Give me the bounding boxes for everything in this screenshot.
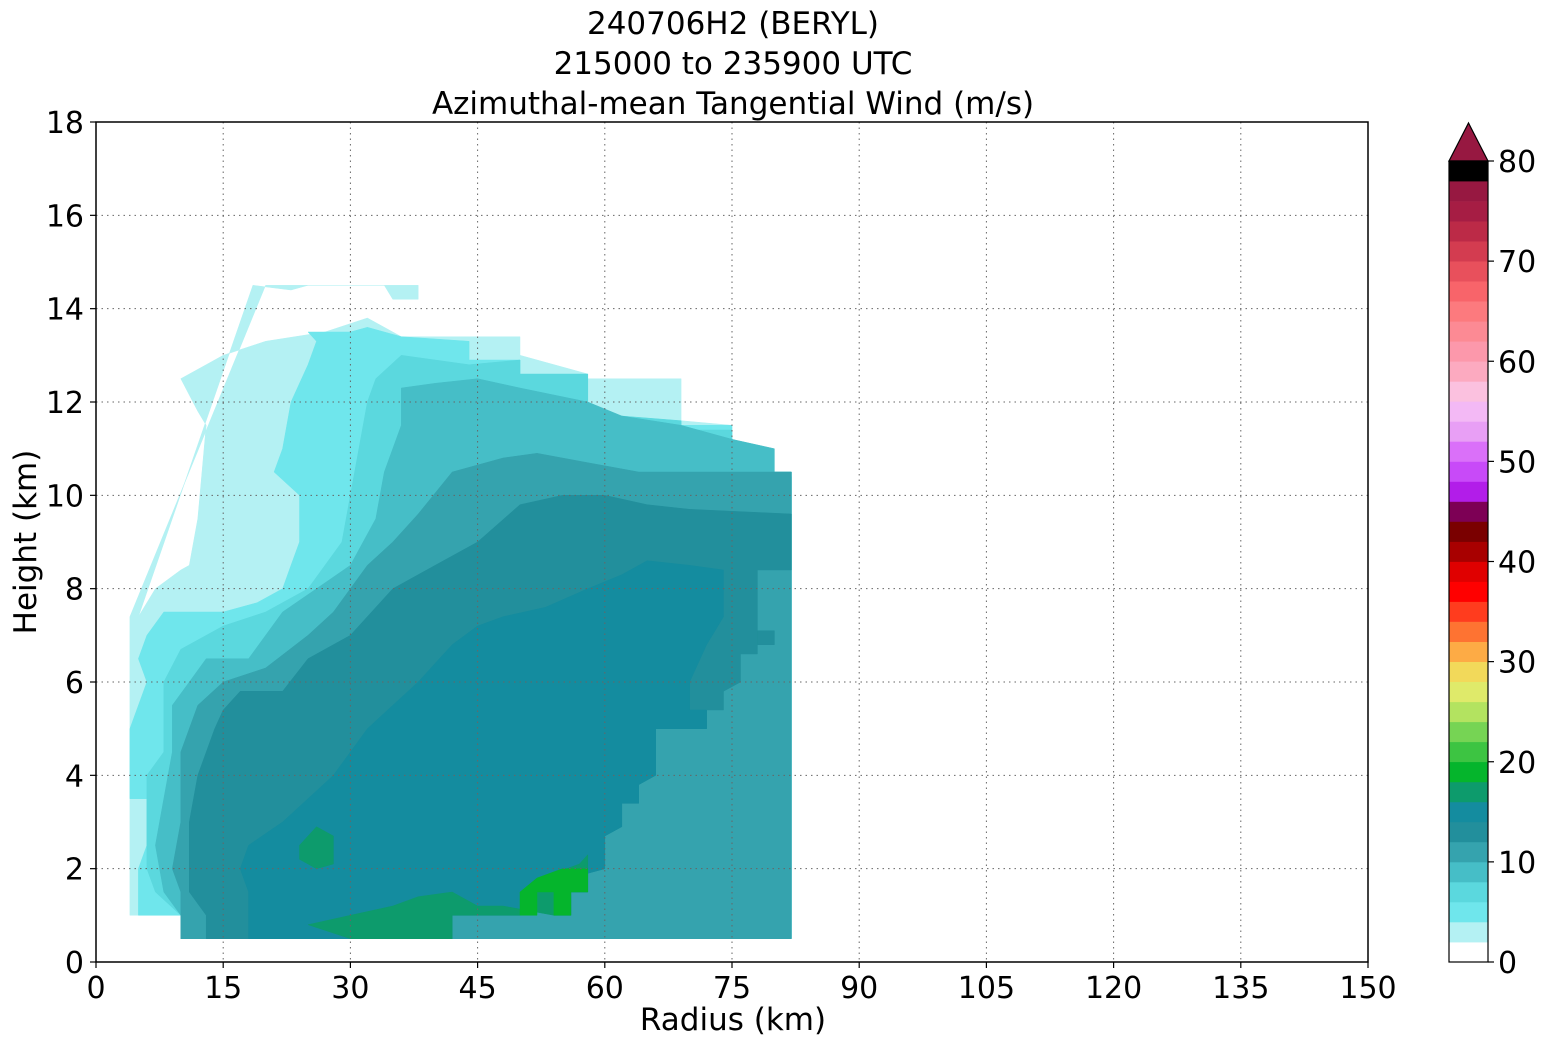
colorbar-segment-48 bbox=[1449, 461, 1488, 482]
colorbar-tick-label-10: 10 bbox=[1498, 846, 1536, 881]
colorbar-segment-20 bbox=[1449, 741, 1488, 763]
contour-fill-16-8 bbox=[299, 826, 334, 869]
colorbar-segment-38 bbox=[1449, 561, 1488, 582]
y-tick-label-14: 14 bbox=[46, 293, 84, 328]
x-tick-label-45: 45 bbox=[459, 971, 497, 1006]
x-tick-label-120: 120 bbox=[1085, 971, 1142, 1006]
colorbar-segment-4 bbox=[1449, 901, 1488, 923]
y-tick-label-18: 18 bbox=[46, 106, 84, 141]
colorbar-segment-24 bbox=[1449, 701, 1488, 723]
colorbar-segment-56 bbox=[1449, 381, 1488, 402]
colorbar-segment-44 bbox=[1449, 501, 1488, 522]
y-tick-label-4: 4 bbox=[65, 759, 84, 794]
colorbar-segment-2 bbox=[1449, 922, 1488, 943]
colorbar-segment-32 bbox=[1449, 621, 1488, 642]
x-tick-label-90: 90 bbox=[840, 971, 878, 1006]
y-tick-label-16: 16 bbox=[46, 199, 84, 234]
colorbar-segment-58 bbox=[1449, 361, 1488, 382]
colorbar-segment-16 bbox=[1449, 781, 1488, 803]
colorbar-tick-label-80: 80 bbox=[1498, 145, 1536, 180]
colorbar-segment-62 bbox=[1449, 321, 1488, 342]
colorbar-tick-label-20: 20 bbox=[1498, 746, 1536, 781]
colorbar-segment-28 bbox=[1449, 661, 1488, 682]
colorbar-segment-30 bbox=[1449, 641, 1488, 662]
x-tick-label-135: 135 bbox=[1212, 971, 1269, 1006]
colorbar-segment-76 bbox=[1449, 181, 1488, 202]
colorbar-tick-label-30: 30 bbox=[1498, 646, 1536, 681]
x-axis-label: Radius (km) bbox=[640, 1002, 826, 1038]
x-tick-label-75: 75 bbox=[713, 971, 751, 1006]
x-tick-label-105: 105 bbox=[958, 971, 1015, 1006]
colorbar-segment-74 bbox=[1449, 201, 1488, 222]
plot-area: 0 15 30 45 60 75 90 105 120 135 150 0 2 4 6 8 10 12 14 16 1… bbox=[46, 106, 1397, 1006]
colorbar-segment-46 bbox=[1449, 481, 1488, 502]
colorbar-segment-26 bbox=[1449, 681, 1488, 703]
x-tick-label-30: 30 bbox=[331, 971, 369, 1006]
colorbar-segment-0 bbox=[1449, 942, 1488, 963]
contour-fills bbox=[129, 285, 792, 939]
colorbar-segments bbox=[1448, 121, 1489, 963]
y-tick-label-10: 10 bbox=[46, 479, 84, 514]
x-tick-label-60: 60 bbox=[586, 971, 624, 1006]
colorbar-segment-64 bbox=[1449, 301, 1488, 322]
colorbar-tick-label-60: 60 bbox=[1498, 345, 1536, 380]
y-tick-label-8: 8 bbox=[65, 573, 84, 608]
colorbar-segment-54 bbox=[1449, 401, 1488, 422]
colorbar-tick-label-50: 50 bbox=[1498, 445, 1536, 480]
colorbar-segment-10 bbox=[1449, 841, 1488, 863]
colorbar-segment-34 bbox=[1449, 601, 1488, 622]
y-axis-label: Height (km) bbox=[8, 450, 44, 635]
colorbar-tick-label-0: 0 bbox=[1498, 946, 1517, 981]
chart-title-line1: 240706H2 (BERYL) bbox=[587, 6, 879, 42]
colorbar: 0 10 20 30 40 50 60 70 80 bbox=[1448, 121, 1536, 981]
grid-lines bbox=[96, 122, 1368, 962]
colorbar-segment-68 bbox=[1449, 261, 1488, 282]
colorbar-segment-52 bbox=[1449, 421, 1488, 442]
contour-fill-18-9 bbox=[519, 868, 589, 916]
colorbar-segment-6 bbox=[1449, 881, 1488, 903]
y-tick-label-0: 0 bbox=[65, 946, 84, 981]
colorbar-segment-60 bbox=[1449, 341, 1488, 362]
colorbar-segment-18 bbox=[1449, 761, 1488, 783]
colorbar-segment-66 bbox=[1449, 281, 1488, 302]
colorbar-segment-40 bbox=[1449, 541, 1488, 562]
y-tick-label-2: 2 bbox=[65, 853, 84, 888]
colorbar-segment-22 bbox=[1449, 721, 1488, 743]
colorbar-segment-42 bbox=[1449, 521, 1488, 542]
y-tick-label-12: 12 bbox=[46, 386, 84, 421]
colorbar-segment-14 bbox=[1449, 801, 1488, 823]
chart-title-line3: Azimuthal-mean Tangential Wind (m/s) bbox=[432, 86, 1034, 122]
colorbar-tick-label-70: 70 bbox=[1498, 245, 1536, 280]
x-tick-label-15: 15 bbox=[204, 971, 242, 1006]
x-tick-label-150: 150 bbox=[1339, 971, 1396, 1006]
x-tick-label-0: 0 bbox=[86, 971, 105, 1006]
chart-title-line2: 215000 to 235900 UTC bbox=[554, 46, 913, 82]
colorbar-ticks: 0 10 20 30 40 50 60 70 80 bbox=[1488, 145, 1536, 981]
colorbar-segment-70 bbox=[1449, 241, 1488, 262]
colorbar-tick-label-40: 40 bbox=[1498, 546, 1536, 581]
colorbar-segment-36 bbox=[1449, 581, 1488, 602]
colorbar-segment-8 bbox=[1449, 861, 1488, 883]
colorbar-segment-72 bbox=[1449, 221, 1488, 242]
y-tick-label-6: 6 bbox=[65, 666, 84, 701]
x-axis-ticks: 0 15 30 45 60 75 90 105 120 135 150 bbox=[86, 962, 1397, 1006]
colorbar-extend-arrow bbox=[1448, 121, 1489, 162]
colorbar-segment-12 bbox=[1449, 821, 1488, 843]
colorbar-segment-78 bbox=[1449, 161, 1488, 182]
colorbar-segment-50 bbox=[1449, 441, 1488, 462]
y-axis-ticks: 0 2 4 6 8 10 12 14 16 18 bbox=[46, 106, 96, 981]
